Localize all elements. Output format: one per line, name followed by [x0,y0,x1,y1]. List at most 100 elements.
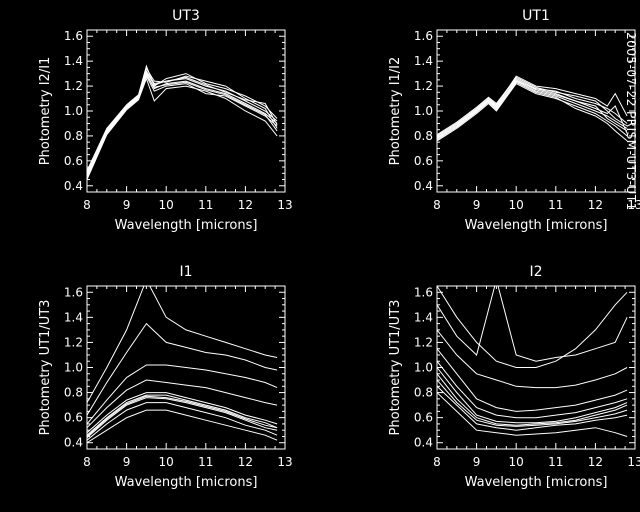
series-line-10 [437,392,628,437]
x-tick-label: 13 [627,198,640,212]
x-tick-label: 9 [473,455,481,469]
chart-title: UT1 [522,8,550,24]
series-line-5 [437,360,628,419]
x-tick-label: 10 [159,455,174,469]
y-tick-label: 0.8 [414,129,433,143]
y-tick-label: 1.4 [64,54,83,68]
y-tick-label: 0.6 [64,154,83,168]
series-group [437,286,628,437]
x-tick-label: 10 [159,198,174,212]
y-tick-label: 1.2 [64,79,83,93]
y-tick-label: 1.6 [414,285,433,299]
series-line-4 [87,64,278,172]
series-line-5 [87,77,278,180]
series-line-7 [437,79,628,139]
series-line-9 [87,395,278,437]
x-axis-label: Wavelength [microns] [465,218,608,233]
x-tick-label: 13 [277,455,292,469]
y-tick-label: 1.2 [414,79,433,93]
series-line-3 [87,364,278,425]
series-line-5 [87,392,278,434]
series-line-1 [87,286,278,403]
y-tick-label: 1.0 [414,361,433,375]
series-line-9 [437,385,628,431]
series-line-3 [437,329,628,389]
y-tick-label: 0.6 [414,411,433,425]
series-line-10 [87,409,278,444]
series-line-8 [87,71,278,173]
y-tick-label: 0.6 [414,154,433,168]
chart-title: I2 [529,264,542,280]
x-tick-label: 8 [433,455,441,469]
series-line-8 [437,80,628,137]
y-tick-label: 0.4 [414,436,433,450]
x-tick-label: 9 [123,455,131,469]
x-tick-label: 12 [588,455,603,469]
x-tick-label: 8 [433,198,441,212]
series-line-6 [87,394,278,436]
x-axis-label: Wavelength [microns] [115,218,258,233]
chart-title: UT3 [172,8,200,24]
x-tick-label: 8 [83,455,91,469]
y-tick-label: 0.8 [64,386,83,400]
x-tick-label: 9 [473,198,481,212]
x-tick-label: 13 [277,198,292,212]
y-axis-label: Photometry UT1/UT3 [388,300,403,436]
y-tick-label: 1.0 [414,104,433,118]
y-tick-label: 1.4 [414,54,433,68]
x-tick-label: 12 [588,198,603,212]
y-tick-label: 1.6 [64,29,83,43]
series-line-6 [437,367,628,424]
y-tick-label: 1.4 [64,310,83,324]
x-tick-label: 12 [238,455,253,469]
series-line-6 [87,67,278,175]
series-group [87,64,278,180]
y-tick-label: 1.0 [64,104,83,118]
x-tick-label: 11 [198,455,213,469]
x-axis-label: Wavelength [microns] [115,475,258,490]
series-line-7 [87,397,278,439]
chart-grid: 8 9 10 11 12 13 0.4 0.6 0.8 1.0 1.2 1.4 1.6 UT3 Wavele… [38,8,640,490]
y-tick-label: 0.8 [414,386,433,400]
series-group [87,286,278,444]
y-tick-label: 1.2 [64,335,83,349]
series-line-6 [437,76,628,136]
x-tick-label: 8 [83,198,91,212]
y-tick-label: 0.6 [64,411,83,425]
x-axis-label: Wavelength [microns] [465,475,608,490]
y-tick-label: 1.6 [64,285,83,299]
y-tick-label: 0.8 [64,129,83,143]
series-line-2 [437,286,628,362]
y-axis-label: Photometry I1/I2 [388,57,403,166]
series-line-8 [87,402,278,441]
y-axis-label: Photometry UT1/UT3 [38,300,53,436]
series-line-5 [437,81,628,142]
x-tick-label: 12 [238,198,253,212]
series-line-1 [437,286,628,368]
chart-panel-4: 8 9 10 11 12 13 0.4 0.6 0.8 1.0 1.2 1.4 1.6 I2 Wavelen… [388,264,640,490]
x-tick-label: 11 [548,455,563,469]
y-tick-label: 1.4 [414,310,433,324]
series-line-8 [437,379,628,427]
x-tick-label: 13 [627,455,640,469]
y-tick-label: 1.0 [64,361,83,375]
y-tick-label: 0.4 [414,179,433,193]
series-group [437,75,628,142]
x-tick-label: 9 [123,198,131,212]
chart-panel-2: 8 9 10 11 12 13 0.4 0.6 0.8 1.0 1.2 1.4 1.6 UT1 Wavele… [388,8,640,233]
chart-title: I1 [179,264,192,280]
x-tick-label: 11 [548,198,563,212]
series-line-7 [87,73,278,178]
series-line-7 [437,373,628,426]
y-tick-label: 0.4 [64,179,83,193]
y-axis-label: Photometry I2/I1 [38,57,53,166]
y-tick-label: 1.2 [414,335,433,349]
y-tick-label: 1.6 [414,29,433,43]
chart-panel-3: 8 9 10 11 12 13 0.4 0.6 0.8 1.0 1.2 1.4 1.6 I1 Wavelen… [38,264,293,490]
series-line-2 [87,322,278,416]
series-line-3 [437,82,628,142]
side-label: 2005-07-22 PRISM-UT3-UT1 [624,32,638,211]
chart-panel-1: 8 9 10 11 12 13 0.4 0.6 0.8 1.0 1.2 1.4 1.6 UT3 Wavele… [38,8,293,233]
